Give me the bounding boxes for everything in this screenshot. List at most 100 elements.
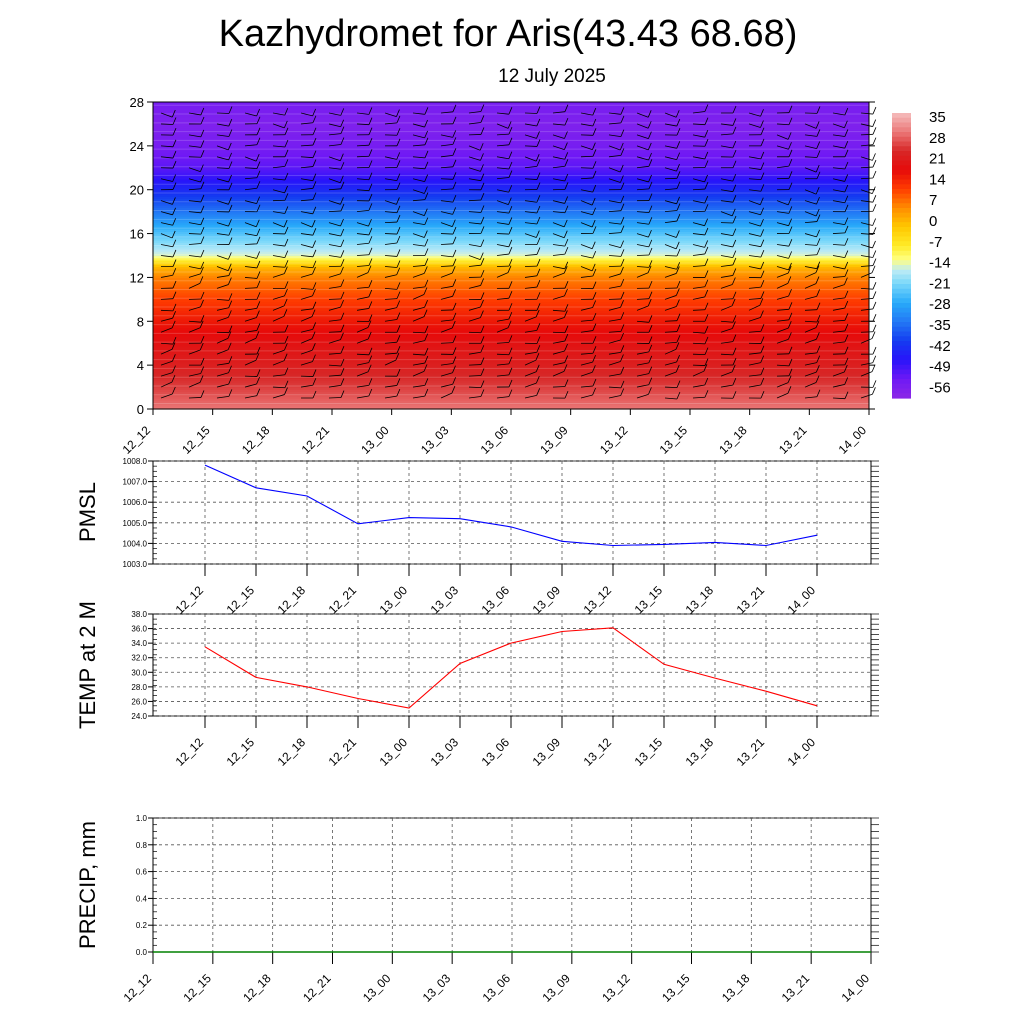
wind-barb [356,144,370,147]
wind-barb-feather [200,181,205,189]
wind-barb-feather [592,323,597,331]
wind-barb-feather [452,207,457,215]
wind-barb [468,199,482,202]
wind-barb [720,244,733,248]
wind-barb [832,178,845,182]
wind-barb-feather [368,347,373,355]
x-tick-label: 13_18 [716,423,750,457]
wind-barb-feather [312,127,317,135]
wind-barb-feather [312,322,317,330]
wind-barb-feather [564,182,569,190]
wind-barb-feather [452,130,457,138]
wind-barb [580,394,593,399]
wind-barb-feather [816,106,821,114]
wind-barb-feather [256,228,261,236]
wind-barb-feather [452,302,457,311]
wind-barb [608,255,621,257]
wind-barb [636,123,649,129]
wind-barb [664,145,677,149]
temperature-band [153,308,869,311]
wind-barb [160,156,173,159]
wind-barb [832,244,846,246]
wind-barb-feather [872,240,876,249]
wind-barb-feather [256,388,261,396]
wind-barb [468,145,481,151]
wind-barb-feather [760,239,765,247]
wind-barb [272,123,285,129]
wind-barb-feather [536,268,541,276]
wind-barb-feather [256,323,261,331]
wind-barb-feather [536,131,540,139]
y-tick-label: 28.0 [131,683,147,692]
wind-barb [188,283,201,289]
wind-barb [804,352,817,355]
wind-barb-feather [788,288,792,297]
wind-barb-feather [676,181,681,189]
colorbar-segment [892,369,911,375]
wind-barb [860,272,873,278]
colorbar-segment [892,341,911,347]
wind-barb [496,396,509,399]
colorbar-segment [892,170,911,176]
wind-barb-feather [508,217,513,225]
wind-barb [552,222,565,228]
wind-barb-feather [844,184,849,193]
temperature-band [153,255,869,259]
wind-barb-feather [704,181,709,190]
wind-barb-feather [480,115,485,123]
wind-barb [692,331,705,334]
wind-barb [804,327,817,333]
wind-barb [496,144,509,147]
wind-barb [300,112,313,117]
colorbar-label: -56 [929,379,951,396]
wind-barb-feather [788,262,792,271]
wind-barb-feather [760,270,765,278]
wind-barb-feather [340,203,345,212]
wind-barb-feather [312,282,317,290]
wind-barb-feather [424,248,429,256]
wind-barb [468,178,481,182]
wind-barb-feather [480,310,484,318]
temperature-band [153,167,869,171]
panel-frame [152,613,872,717]
wind-barb-feather [564,355,569,363]
wind-barb-feather [228,376,233,385]
wind-barb-feather [704,218,708,226]
wind-barb [300,156,313,159]
wind-barb-feather [340,312,345,320]
wind-barb-feather [872,324,877,332]
wind-barb [160,123,174,125]
wind-barb [804,283,817,289]
wind-barb [860,265,873,267]
wind-barb-feather [844,261,849,270]
wind-barb-feather [872,153,876,161]
colorbar-label: 14 [929,171,946,188]
wind-barb [804,254,818,256]
wind-barb [664,341,677,344]
temperature-band [153,286,869,289]
wind-barb [860,112,873,115]
wind-barb [608,361,621,366]
wind-barb-feather [564,288,568,297]
wind-barb-feather [675,110,680,118]
wind-barb-feather [648,260,653,268]
temperature-band [153,395,869,399]
wind-barb-feather [844,323,849,332]
x-tick-label: 13_21 [779,971,813,1005]
wind-barb [216,383,229,388]
wind-barb-feather [228,218,232,227]
wind-barb-feather [620,148,625,156]
wind-barb-feather [564,152,569,160]
wind-barb [328,255,341,258]
wind-barb [328,244,341,248]
wind-barb [328,167,341,170]
wind-barb-feather [536,258,541,267]
wind-barb-feather [172,160,177,169]
wind-barb-feather [620,107,625,115]
wind-barb-feather [732,126,737,135]
colorbar-segment [892,317,911,323]
wind-barb-feather [340,390,345,398]
wind-barb-feather [704,347,709,355]
colorbar-segment [892,355,911,361]
y-tick-label: 4 [137,358,144,373]
